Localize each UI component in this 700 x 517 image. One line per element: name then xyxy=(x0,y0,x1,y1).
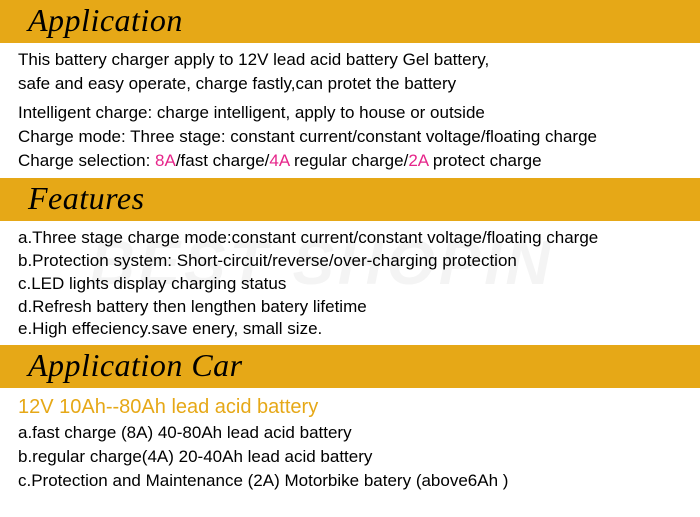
application-content: This battery charger apply to 12V lead a… xyxy=(0,43,700,178)
charge-4a: 4A xyxy=(269,151,289,170)
feature-d: d.Refresh battery then lengthen batery l… xyxy=(18,296,690,319)
charge-8a: 8A xyxy=(155,151,176,170)
application-intro-line2: safe and easy operate, charge fastly,can… xyxy=(18,73,690,96)
appcar-a: a.fast charge (8A) 40-80Ah lead acid bat… xyxy=(18,422,690,445)
feature-a: a.Three stage charge mode:constant curre… xyxy=(18,227,690,250)
charge-mode-line: Charge mode: Three stage: constant curre… xyxy=(18,126,690,149)
appcar-c: c.Protection and Maintenance (2A) Motorb… xyxy=(18,470,690,493)
charge-fast-text: /fast charge/ xyxy=(176,151,270,170)
features-header: Features xyxy=(28,180,145,216)
feature-c: c.LED lights display charging status xyxy=(18,273,690,296)
application-header: Application xyxy=(28,2,183,38)
charge-selection-line: Charge selection: 8A/fast charge/4A regu… xyxy=(18,150,690,173)
charge-regular-text: regular charge/ xyxy=(289,151,408,170)
feature-e: e.High effeciency.save enery, small size… xyxy=(18,318,690,341)
charge-2a: 2A xyxy=(408,151,428,170)
appcar-title: 12V 10Ah--80Ah lead acid battery xyxy=(18,394,690,421)
appcar-content: 12V 10Ah--80Ah lead acid battery a.fast … xyxy=(0,388,700,498)
intelligent-charge-line: Intelligent charge: charge intelligent, … xyxy=(18,102,690,125)
application-intro-line1: This battery charger apply to 12V lead a… xyxy=(18,49,690,72)
appcar-header: Application Car xyxy=(28,347,243,383)
application-header-bar: Application xyxy=(0,0,700,43)
features-header-bar: Features xyxy=(0,178,700,221)
appcar-header-bar: Application Car xyxy=(0,345,700,388)
feature-b: b.Protection system: Short-circuit/rever… xyxy=(18,250,690,273)
charge-selection-prefix: Charge selection: xyxy=(18,151,155,170)
features-content: a.Three stage charge mode:constant curre… xyxy=(0,221,700,346)
appcar-b: b.regular charge(4A) 20-40Ah lead acid b… xyxy=(18,446,690,469)
charge-protect-text: protect charge xyxy=(428,151,541,170)
